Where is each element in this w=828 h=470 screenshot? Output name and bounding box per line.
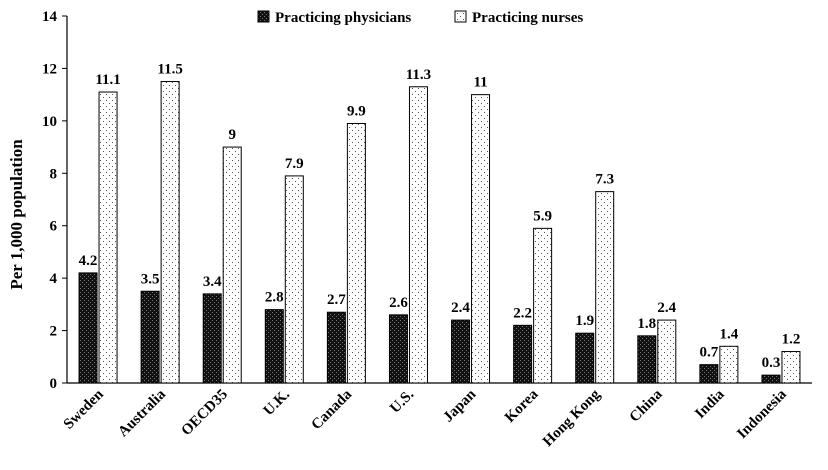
x-tick-label: U.K. xyxy=(261,386,294,419)
bar-nurses xyxy=(657,319,677,384)
value-label: 2.4 xyxy=(451,300,470,316)
value-label: 4.2 xyxy=(79,253,98,269)
bar-physicians xyxy=(78,272,98,384)
x-tick-label: OECD35 xyxy=(178,387,231,440)
x-tick-label: China xyxy=(627,386,666,425)
value-label: 1.9 xyxy=(575,313,594,329)
value-label: 0.7 xyxy=(700,345,719,361)
y-axis-title: Per 1,000 population xyxy=(7,139,26,290)
bar-physicians xyxy=(637,335,657,384)
y-tick-label: 8 xyxy=(50,166,58,182)
value-label: 5.9 xyxy=(533,208,552,224)
value-label: 2.6 xyxy=(389,295,408,311)
y-tick-label: 14 xyxy=(42,9,58,25)
y-tick-label: 12 xyxy=(42,61,57,77)
bar-physicians xyxy=(140,290,160,384)
x-tick-label: Korea xyxy=(502,386,542,426)
legend-swatch-nurses xyxy=(454,10,467,23)
value-label: 2.2 xyxy=(513,305,532,321)
bar-nurses xyxy=(222,146,242,384)
bar-nurses xyxy=(719,345,739,384)
bars xyxy=(78,81,801,384)
bar-physicians xyxy=(451,319,471,384)
x-tick-label: Hong Kong xyxy=(540,386,604,450)
bar-nurses xyxy=(284,175,304,384)
value-label: 1.8 xyxy=(637,316,656,332)
legend: Practicing physicians Practicing nurses xyxy=(257,10,583,26)
value-label: 1.2 xyxy=(782,332,801,348)
value-label: 3.4 xyxy=(203,274,222,290)
x-tick-label: India xyxy=(692,386,728,422)
value-label: 11.5 xyxy=(157,62,182,78)
bar-nurses xyxy=(781,351,801,384)
y-tick-label: 2 xyxy=(50,324,58,340)
bar-physicians xyxy=(761,374,781,384)
value-labels: 4.2 11.1 3.5 11.5 3.4 9 2.8 7.9 2.7 9.9 2.6 11.3 2.4… xyxy=(79,62,801,372)
value-label: 9.9 xyxy=(347,103,366,119)
y-tick-label: 6 xyxy=(50,219,58,235)
y-tick-label: 0 xyxy=(50,376,58,392)
bar-nurses xyxy=(595,191,615,384)
bar-physicians xyxy=(264,309,284,384)
value-label: 7.3 xyxy=(595,172,614,188)
x-tick-label: Canada xyxy=(309,386,356,433)
bar-physicians xyxy=(699,364,719,384)
x-tick-label: Sweden xyxy=(61,386,108,433)
value-label: 2.7 xyxy=(327,292,346,308)
bar-physicians xyxy=(513,324,533,384)
bar-nurses xyxy=(471,94,491,384)
value-label: 11 xyxy=(473,75,487,91)
x-tick-label: Australia xyxy=(115,386,169,440)
value-label: 3.5 xyxy=(141,271,160,287)
bar-nurses xyxy=(160,81,180,384)
bar-physicians xyxy=(326,311,346,384)
value-label: 11.1 xyxy=(95,72,120,88)
value-label: 9 xyxy=(228,127,236,143)
bar-nurses xyxy=(346,122,366,384)
legend-swatch-physicians xyxy=(257,10,270,23)
value-label: 7.9 xyxy=(285,156,304,172)
x-tick-label: U.S. xyxy=(387,386,417,416)
x-tick-label: Indonesia xyxy=(734,386,790,442)
bar-physicians xyxy=(575,332,595,384)
y-tick-label: 4 xyxy=(50,271,58,287)
legend-label: Practicing physicians xyxy=(275,10,411,26)
y-tick-label: 10 xyxy=(42,114,57,130)
bar-nurses xyxy=(533,227,553,384)
value-label: 1.4 xyxy=(720,326,739,342)
value-label: 2.4 xyxy=(657,300,676,316)
value-label: 2.8 xyxy=(265,290,284,306)
legend-label: Practicing nurses xyxy=(472,10,583,26)
bar-physicians xyxy=(202,293,222,384)
value-label: 11.3 xyxy=(406,67,431,83)
value-label: 0.3 xyxy=(762,355,781,371)
bar-physicians xyxy=(388,314,408,384)
bar-nurses xyxy=(408,86,428,384)
x-tick-label: Japan xyxy=(440,386,479,425)
bar-nurses xyxy=(98,91,118,384)
